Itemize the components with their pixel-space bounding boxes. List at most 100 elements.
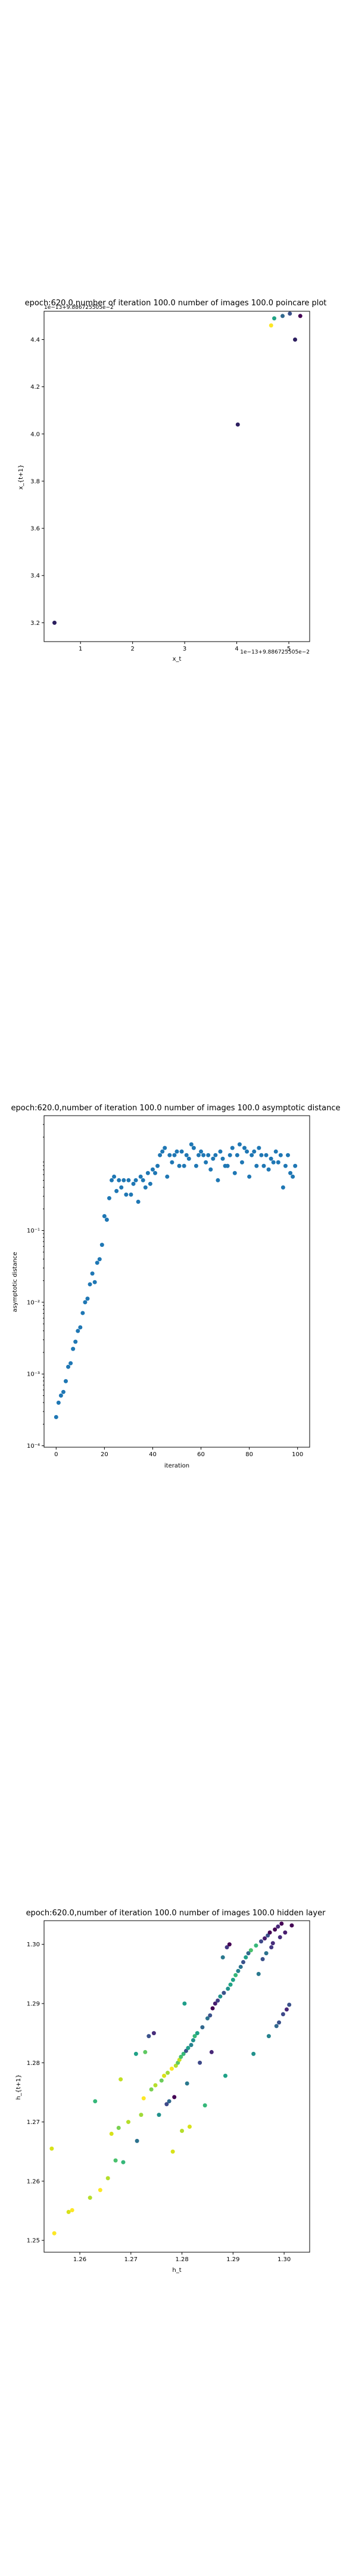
hidden-layer-point [269, 1945, 274, 1950]
asymptotic-point [119, 1185, 124, 1190]
asymptotic-point [76, 1329, 80, 1333]
asymptotic-y-axis-label: asymptotic distance [12, 1252, 18, 1312]
hidden-layer-x-tick-label: 1.28 [175, 2256, 188, 2263]
hidden-layer-points [49, 1921, 294, 2236]
hidden-layer-point [218, 1994, 223, 1999]
hidden-layer-point [270, 1941, 275, 1946]
poincare-point [280, 314, 285, 318]
hidden-layer-x-tick-label: 1.26 [73, 2256, 86, 2263]
asymptotic-point [158, 1153, 163, 1157]
hidden-layer-point [254, 1943, 258, 1948]
hidden-layer-point [241, 1960, 245, 1964]
asymptotic-point [293, 1163, 298, 1168]
hidden-layer-point [187, 2125, 192, 2129]
hidden-layer-chart: epoch:620.0,number of iteration 100.0 nu… [15, 1909, 326, 2274]
asymptotic-point [121, 1178, 126, 1182]
asymptotic-point [177, 1163, 182, 1168]
asymptotic-point [54, 1414, 58, 1419]
asymptotic-point [83, 1300, 88, 1305]
hidden-layer-point [280, 2012, 285, 2017]
poincare-x-tick-label: 2 [130, 646, 134, 652]
asymptotic-point [273, 1149, 278, 1154]
hidden-layer-point [266, 2034, 271, 2039]
hidden-layer-point [121, 2160, 126, 2165]
asymptotic-point [63, 1379, 68, 1383]
hidden-layer-point [166, 2070, 170, 2075]
poincare-points [52, 311, 303, 625]
hidden-layer-x-tick-label: 1.27 [124, 2256, 138, 2263]
asymptotic-point [99, 1243, 104, 1247]
asymptotic-point [148, 1181, 152, 1186]
asymptotic-point [271, 1160, 276, 1165]
hidden-layer-point [186, 2045, 191, 2050]
hidden-layer-x-tick-label: 1.30 [277, 2256, 291, 2263]
asymptotic-point [283, 1163, 288, 1168]
asymptotic-point [254, 1163, 259, 1168]
asymptotic-point [276, 1160, 280, 1165]
hidden-layer-point [183, 2048, 188, 2053]
poincare-point [293, 337, 298, 342]
asymptotic-point [160, 1149, 165, 1154]
asymptotic-plot-area [43, 1115, 310, 1448]
asymptotic-point [196, 1153, 201, 1157]
hidden-layer-point [179, 2054, 183, 2059]
asymptotic-point [288, 1171, 293, 1175]
hidden-layer-point [70, 2208, 74, 2213]
hidden-layer-point [223, 2073, 227, 2078]
hidden-layer-point [227, 1942, 232, 1947]
asymptotic-point [201, 1153, 206, 1157]
asymptotic-point [97, 1257, 102, 1262]
hidden-layer-point [263, 1936, 267, 1941]
hidden-layer-point [276, 1924, 280, 1929]
asymptotic-point [250, 1153, 254, 1157]
hidden-layer-point [52, 2231, 57, 2236]
hidden-layer-point [143, 2049, 148, 2054]
poincare-x-offset: 1e−13+9.886725505e−2 [240, 649, 310, 655]
asymptotic-chart-title: epoch:620.0,number of iteration 100.0 nu… [11, 1104, 340, 1113]
hidden-layer-point [248, 1948, 253, 1953]
hidden-layer-point [283, 1930, 288, 1935]
hidden-layer-point [49, 2146, 54, 2151]
poincare-y-tick-label: 4.4 [30, 337, 40, 343]
hidden-layer-point [189, 2043, 194, 2047]
hidden-layer-point [277, 1935, 282, 1940]
poincare-chart-title: epoch:620.0,number of iteration 100.0 nu… [25, 299, 327, 308]
asymptotic-point [182, 1163, 186, 1168]
poincare-y-tick-label: 3.2 [30, 620, 40, 627]
asymptotic-point [204, 1160, 208, 1165]
poincare-y-offset: 1e−13+9.886725505e−2 [44, 305, 114, 311]
hidden-layer-point [267, 1930, 272, 1935]
asymptotic-point [136, 1199, 141, 1204]
hidden-layer-point [222, 1990, 226, 1995]
asymptotic-chart: epoch:620.0,number of iteration 100.0 nu… [11, 1104, 340, 1469]
hidden-layer-point [238, 1964, 243, 1969]
asymptotic-point [129, 1192, 133, 1197]
poincare-x-tick-label: 4 [235, 646, 238, 652]
asymptotic-y-tick-label: 10⁻⁴ [27, 1443, 40, 1450]
asymptotic-point [280, 1185, 285, 1190]
asymptotic-point [114, 1188, 119, 1193]
poincare-x-tick-label: 5 [287, 646, 291, 652]
hidden-layer-point [151, 2031, 156, 2036]
hidden-layer-point [259, 1939, 264, 1944]
asymptotic-point [247, 1174, 252, 1179]
asymptotic-point [165, 1174, 170, 1179]
poincare-chart: epoch:620.0,number of iteration 100.0 nu… [18, 299, 326, 662]
asymptotic-point [232, 1171, 237, 1175]
poincare-plot-area [43, 311, 310, 642]
asymptotic-point [170, 1160, 174, 1165]
asymptotic-point [73, 1339, 78, 1344]
hidden-layer-point [200, 2025, 205, 2030]
asymptotic-point [225, 1163, 230, 1168]
hidden-layer-point [180, 2128, 185, 2133]
hidden-layer-point [266, 1933, 270, 1938]
hidden-layer-point [284, 2007, 289, 2012]
asymptotic-point [245, 1149, 250, 1154]
hidden-layer-point [119, 2077, 123, 2082]
asymptotic-point [112, 1174, 117, 1179]
asymptotic-point [138, 1174, 143, 1179]
poincare-x-tick-label: 3 [183, 646, 186, 652]
hidden-layer-y-tick-label: 1.26 [27, 2178, 40, 2185]
hidden-layer-point [113, 2158, 118, 2163]
asymptotic-point [163, 1145, 167, 1150]
